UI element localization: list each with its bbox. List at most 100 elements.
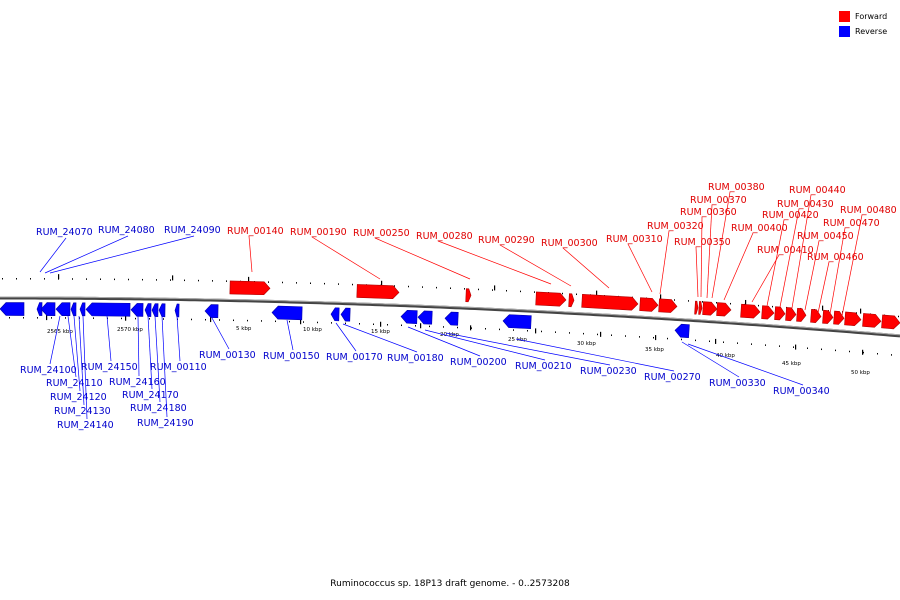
forward-gene-label[interactable]: RUM_00360 xyxy=(680,207,737,218)
forward-gene-label[interactable]: RUM_00310 xyxy=(606,234,663,245)
forward-gene-arrow[interactable] xyxy=(356,284,400,300)
forward-gene-arrow[interactable] xyxy=(810,308,822,323)
reverse-gene-label[interactable]: RUM_24190 xyxy=(137,418,194,429)
reverse-gene-label[interactable]: RUM_24090 xyxy=(164,225,221,236)
forward-gene-label[interactable]: RUM_00320 xyxy=(647,221,704,232)
reverse-gene-arrow[interactable] xyxy=(417,310,433,325)
reverse-gene-label[interactable]: RUM_00340 xyxy=(773,386,830,397)
reverse-gene-arrow[interactable] xyxy=(340,307,351,322)
forward-gene-label[interactable]: RUM_00430 xyxy=(777,199,834,210)
tick-dot-upper xyxy=(478,288,479,291)
reverse-gene-label[interactable]: RUM_00180 xyxy=(387,353,444,364)
forward-leader-line xyxy=(248,235,253,273)
reverse-gene-label[interactable]: RUM_24130 xyxy=(54,406,111,417)
forward-gene-arrow[interactable] xyxy=(658,298,678,313)
reverse-gene-label[interactable]: RUM_00210 xyxy=(515,361,572,372)
reverse-gene-arrow[interactable] xyxy=(400,309,418,324)
forward-gene-label[interactable]: RUM_00290 xyxy=(478,235,535,246)
forward-gene-arrow[interactable] xyxy=(844,311,862,327)
forward-leader-line xyxy=(751,254,780,303)
forward-gene-arrow[interactable] xyxy=(774,306,786,321)
forward-gene-arrow[interactable] xyxy=(702,301,718,316)
tick-dot-upper xyxy=(2,278,3,280)
reverse-gene-label[interactable]: RUM_00230 xyxy=(580,366,637,377)
major-tick-upper xyxy=(494,285,496,291)
forward-gene-arrow[interactable] xyxy=(581,294,639,311)
reverse-gene-arrow[interactable] xyxy=(0,302,25,316)
forward-gene-label[interactable]: RUM_00410 xyxy=(757,245,814,256)
forward-gene-arrow[interactable] xyxy=(465,288,472,303)
forward-gene-arrow[interactable] xyxy=(833,310,845,325)
reverse-gene-label[interactable]: RUM_00170 xyxy=(326,352,383,363)
forward-gene-arrow[interactable] xyxy=(639,297,659,312)
forward-gene-arrow[interactable] xyxy=(796,307,807,322)
reverse-gene-label[interactable]: RUM_00330 xyxy=(709,378,766,389)
reverse-gene-arrow[interactable] xyxy=(444,311,459,326)
forward-gene-arrow[interactable] xyxy=(698,301,703,315)
forward-gene-label[interactable]: RUM_00250 xyxy=(353,228,410,239)
forward-gene-arrow[interactable] xyxy=(229,280,271,296)
reverse-gene-arrow[interactable] xyxy=(174,303,180,318)
forward-gene-arrow[interactable] xyxy=(881,314,900,330)
forward-gene-label[interactable]: RUM_00140 xyxy=(227,226,284,237)
reverse-gene-arrow[interactable] xyxy=(502,314,532,329)
forward-gene-label[interactable]: RUM_00370 xyxy=(690,195,747,206)
reverse-gene-label[interactable]: RUM_24150 xyxy=(81,362,138,373)
reverse-gene-label[interactable]: RUM_00150 xyxy=(263,351,320,362)
reverse-gene-label[interactable]: RUM_00110 xyxy=(150,362,207,373)
tick-dot-upper xyxy=(898,315,899,318)
reverse-gene-arrow[interactable] xyxy=(40,302,56,316)
reverse-gene-arrow[interactable] xyxy=(55,302,71,317)
forward-gene-arrow[interactable] xyxy=(694,300,699,315)
reverse-gene-label[interactable]: RUM_00270 xyxy=(644,372,701,383)
forward-gene-arrow[interactable] xyxy=(716,302,732,317)
reverse-gene-arrow[interactable] xyxy=(674,323,690,339)
reverse-gene-arrow[interactable] xyxy=(151,303,159,317)
reverse-gene-arrow[interactable] xyxy=(271,305,303,321)
reverse-gene-label[interactable]: RUM_24110 xyxy=(46,378,103,389)
forward-gene-label[interactable]: RUM_00190 xyxy=(290,227,347,238)
forward-gene-label[interactable]: RUM_00300 xyxy=(541,238,598,249)
reverse-gene-label[interactable]: RUM_24160 xyxy=(109,377,166,388)
reverse-gene-label[interactable]: RUM_24080 xyxy=(98,225,155,236)
forward-gene-label[interactable]: RUM_00350 xyxy=(674,237,731,248)
forward-gene-label[interactable]: RUM_00380 xyxy=(708,182,765,193)
reverse-gene-arrow[interactable] xyxy=(70,302,77,317)
forward-gene-label[interactable]: RUM_00460 xyxy=(807,252,864,263)
forward-gene-arrow[interactable] xyxy=(740,303,761,319)
forward-gene-arrow[interactable] xyxy=(862,313,882,328)
forward-gene-arrow[interactable] xyxy=(822,309,834,324)
reverse-gene-arrow[interactable] xyxy=(204,304,219,319)
reverse-gene-arrow[interactable] xyxy=(85,302,131,317)
tick-dot-lower xyxy=(317,321,318,324)
forward-gene-label[interactable]: RUM_00440 xyxy=(789,185,846,196)
forward-gene-label[interactable]: RUM_00470 xyxy=(823,218,880,229)
forward-gene-arrow[interactable] xyxy=(568,293,575,308)
reverse-gene-label[interactable]: RUM_24100 xyxy=(20,365,77,376)
tick-dot-lower xyxy=(23,317,24,319)
tick-dot-upper xyxy=(324,282,325,285)
reverse-gene-label[interactable]: RUM_24140 xyxy=(57,420,114,431)
reverse-gene-arrow[interactable] xyxy=(130,303,144,317)
reverse-gene-arrow[interactable] xyxy=(144,303,152,317)
reverse-gene-label[interactable]: RUM_24180 xyxy=(130,403,187,414)
forward-gene-label[interactable]: RUM_00420 xyxy=(762,210,819,221)
forward-gene-arrow[interactable] xyxy=(785,307,797,322)
reverse-gene-arrow[interactable] xyxy=(330,307,340,322)
forward-gene-label[interactable]: RUM_00450 xyxy=(797,231,854,242)
forward-gene-arrow[interactable] xyxy=(761,305,775,320)
major-tick-upper xyxy=(822,305,824,311)
reverse-gene-label[interactable]: RUM_00200 xyxy=(450,357,507,368)
forward-gene-label[interactable]: RUM_00280 xyxy=(416,231,473,242)
reverse-gene-label[interactable]: RUM_24120 xyxy=(50,392,107,403)
forward-gene-label[interactable]: RUM_00400 xyxy=(731,223,788,234)
forward-gene-arrow[interactable] xyxy=(535,291,567,307)
reverse-gene-label[interactable]: RUM_24070 xyxy=(36,227,93,238)
reverse-gene-label[interactable]: RUM_24170 xyxy=(122,390,179,401)
reverse-gene-arrow[interactable] xyxy=(79,302,86,317)
forward-gene-label[interactable]: RUM_00480 xyxy=(840,205,897,216)
reverse-gene-arrow[interactable] xyxy=(158,303,166,318)
reverse-gene-label[interactable]: RUM_00130 xyxy=(199,350,256,361)
reverse-leader-line xyxy=(49,235,195,274)
reverse-gene-arrow[interactable] xyxy=(36,302,43,316)
